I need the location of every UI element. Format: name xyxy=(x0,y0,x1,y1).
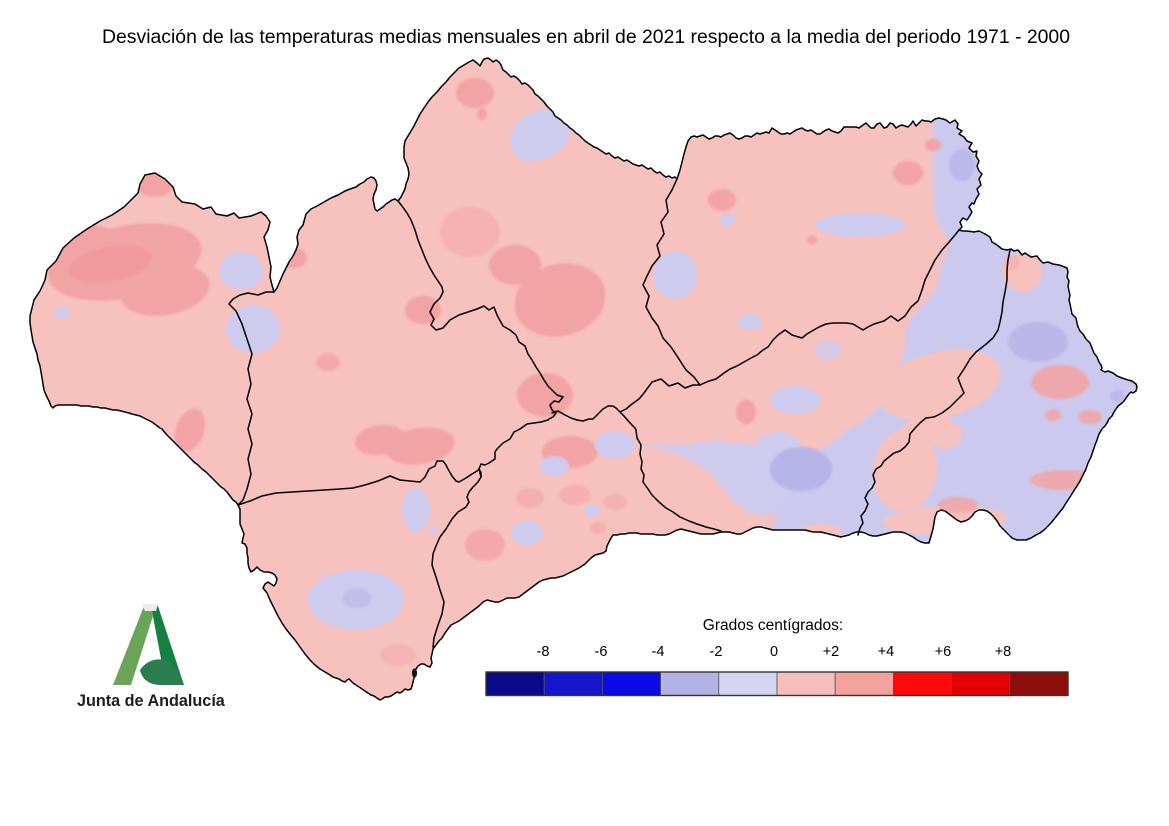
svg-text:-4: -4 xyxy=(652,644,665,660)
svg-text:+6: +6 xyxy=(935,644,952,660)
svg-text:-8: -8 xyxy=(537,644,550,660)
svg-text:+2: +2 xyxy=(823,644,840,660)
svg-text:Junta de Andalucía: Junta de Andalucía xyxy=(77,692,226,710)
svg-text:-6: -6 xyxy=(595,644,608,660)
svg-text:+4: +4 xyxy=(878,644,895,660)
svg-text:-2: -2 xyxy=(710,644,723,660)
svg-text:0: 0 xyxy=(770,644,778,660)
svg-text:Desviación de las temperaturas: Desviación de las temperaturas medias me… xyxy=(102,26,1070,48)
svg-text:Grados centígrados:: Grados centígrados: xyxy=(703,617,843,634)
svg-text:+8: +8 xyxy=(995,644,1012,660)
